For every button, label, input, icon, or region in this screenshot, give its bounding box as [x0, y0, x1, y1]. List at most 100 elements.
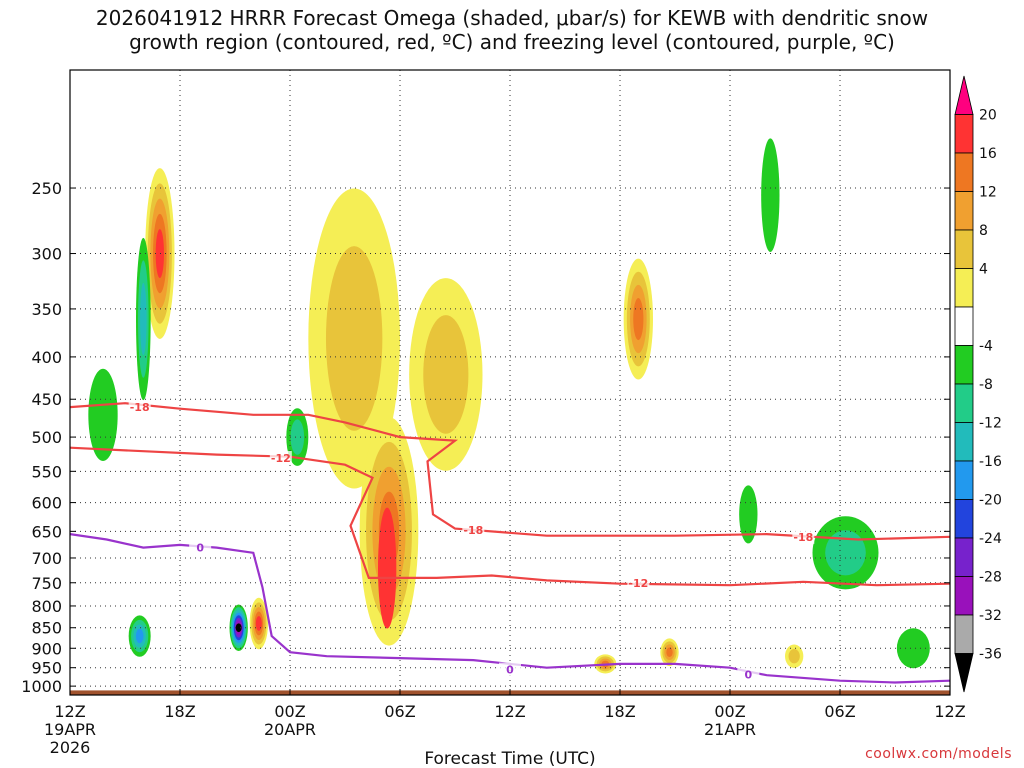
- omega-level-neg16: [135, 628, 144, 644]
- contour-label-bg: [189, 540, 212, 555]
- colorbar-label: -28: [979, 570, 1002, 586]
- omega-shading: [88, 138, 930, 674]
- contour-label: -18: [130, 401, 150, 414]
- colorbar-swatch: [954, 383, 974, 423]
- omega-blob-cold-2: [229, 604, 248, 652]
- contour-label: -12: [628, 577, 648, 590]
- y-tick-label: 250: [31, 179, 62, 198]
- x-tick-label: 12Z: [54, 702, 85, 721]
- omega-level-20: [378, 507, 397, 629]
- x-tick-label: 12Z: [934, 702, 965, 721]
- x-tick-label: 00Z: [714, 702, 745, 721]
- omega-level-neg4: [739, 485, 758, 544]
- colorbar-label: -32: [979, 608, 1002, 624]
- omega-level-8: [325, 246, 383, 431]
- y-tick-label: 700: [31, 549, 62, 568]
- colorbar-swatch: [954, 537, 974, 577]
- colorbar-label: -36: [979, 647, 1002, 663]
- y-tick-label: 650: [31, 522, 62, 541]
- omega-blob-cold-3: [136, 237, 151, 401]
- axes: 2503003504004505005506006507007508008509…: [21, 69, 966, 757]
- contour-label: -12: [271, 452, 291, 465]
- colorbar: 20 16 12 8 4 -4 -8 -12 -16 -20 -24 -28 -32 -36: [954, 75, 1002, 693]
- x-tick-year: 2026: [50, 738, 91, 757]
- colorbar-label: -4: [979, 339, 993, 355]
- colorbar-swatch: [954, 345, 974, 385]
- omega-blob-cold-6: [812, 516, 879, 590]
- y-tick-label: 400: [31, 348, 62, 367]
- y-tick-label: 350: [31, 300, 62, 319]
- colorbar-swatch: [954, 422, 974, 462]
- colorbar-label: -20: [979, 493, 1002, 509]
- colorbar-swatch: [954, 576, 974, 616]
- colorbar-label: 20: [979, 108, 997, 124]
- contour-label: -18: [793, 531, 813, 544]
- x-tick-date: 20APR: [264, 720, 316, 739]
- y-tick-label: 950: [31, 659, 62, 678]
- plot-area: [70, 70, 950, 695]
- chart-title-line-1: 2026041912 HRRR Forecast Omega (shaded, …: [95, 6, 929, 30]
- omega-blob-cold-8: [896, 628, 930, 669]
- omega-blob-upper-warm-2: [308, 188, 400, 489]
- y-tick-label: 1000: [21, 677, 62, 696]
- colorbar-swatch: [954, 614, 974, 654]
- x-tick-label: 18Z: [604, 702, 635, 721]
- colorbar-swatch: [954, 114, 974, 154]
- contour-line-0: [70, 533, 950, 684]
- colorbar-swatch: [954, 229, 974, 269]
- omega-level-neg4: [88, 368, 118, 461]
- colorbar-swatch: [954, 152, 974, 192]
- contour-label-bg: [499, 662, 521, 677]
- x-tick-label: 12Z: [494, 702, 525, 721]
- y-tick-label: 800: [31, 597, 62, 616]
- x-tick-label: 18Z: [164, 702, 195, 721]
- omega-blob-low-warm-1: [249, 597, 268, 650]
- omega-level-neg8: [290, 419, 305, 455]
- omega-blob-upper-warm-1: [145, 168, 175, 339]
- colorbar-swatch: [954, 499, 974, 539]
- contour-label-bg: [462, 523, 485, 538]
- omega-level-8: [788, 648, 800, 664]
- x-axis-title: Forecast Time (UTC): [424, 749, 595, 768]
- omega-blob-cold-4: [88, 368, 118, 461]
- contour-label-bg: [792, 529, 815, 544]
- chart-title-line-2: growth region (contoured, red, ºC) and f…: [129, 30, 895, 54]
- contour-label: 0: [745, 668, 753, 681]
- omega-level-16: [633, 298, 644, 341]
- x-tick-date: 21APR: [704, 720, 756, 739]
- x-tick-label: 06Z: [824, 702, 855, 721]
- y-tick-label: 600: [31, 494, 62, 513]
- y-tick-label: 850: [31, 619, 62, 638]
- colorbar-label: 8: [979, 223, 988, 239]
- plot-background: [70, 70, 950, 695]
- colorbar-label: -12: [979, 416, 1002, 432]
- x-tick-label: 00Z: [274, 702, 305, 721]
- colorbar-swatch: [954, 460, 974, 500]
- contour-label: 0: [506, 664, 514, 677]
- omega-level-20: [255, 616, 262, 631]
- colorbar-bottom-arrow: [954, 653, 974, 693]
- omega-blob-cold-7: [739, 485, 758, 544]
- omega-level-neg4: [761, 138, 780, 252]
- contour-label-bg: [269, 451, 292, 466]
- omega-level-neg8: [825, 530, 866, 576]
- omega-level-8: [423, 315, 469, 434]
- colorbar-top-arrow: [954, 75, 974, 115]
- colorbar-label: -16: [979, 454, 1002, 470]
- contour-label: -18: [463, 524, 483, 537]
- omega-blob-low-warm-4: [785, 644, 804, 668]
- colorbar-label: -24: [979, 531, 1002, 547]
- omega-blob-column-core: [378, 507, 397, 629]
- y-tick-label: 500: [31, 428, 62, 447]
- omega-blob-cold-9: [761, 138, 780, 252]
- y-tick-label: 900: [31, 639, 62, 658]
- x-tick-label: 06Z: [384, 702, 415, 721]
- omega-blob-mid-warm-1: [623, 258, 653, 380]
- omega-level-16: [666, 647, 673, 658]
- contour-lines: -18 -18 -18 -12 -12 0 0 0: [70, 400, 950, 684]
- colorbar-label: -8: [979, 377, 993, 393]
- colorbar-swatch: [954, 306, 974, 346]
- x-tick-date: 19APR: [44, 720, 96, 739]
- y-tick-label: 450: [31, 390, 62, 409]
